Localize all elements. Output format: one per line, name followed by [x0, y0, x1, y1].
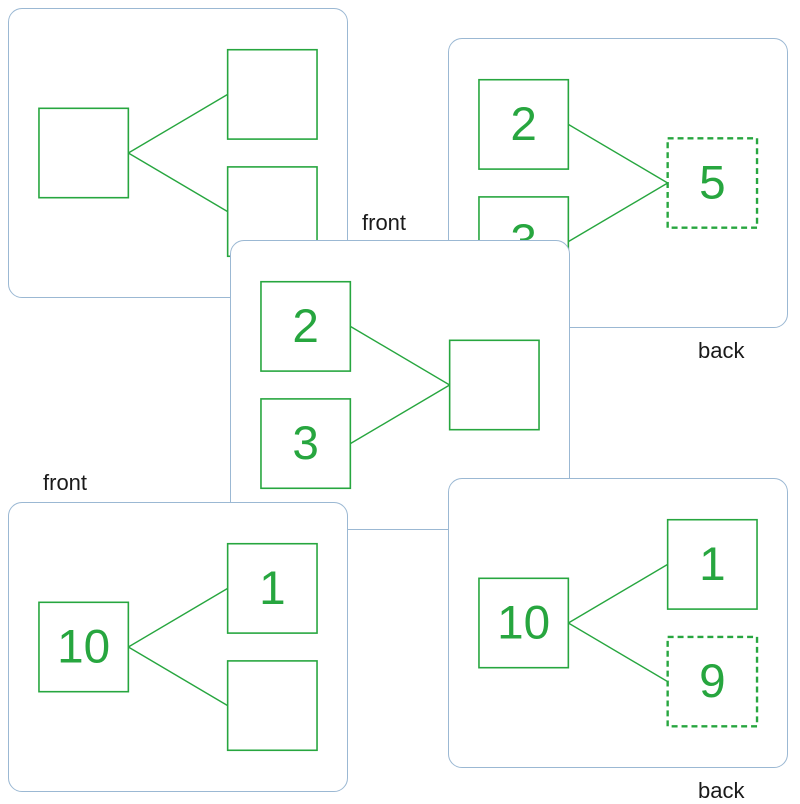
- stage: 523 23 101 1019 front back front back: [0, 0, 800, 800]
- label-front-2: front: [43, 470, 87, 496]
- svg-text:9: 9: [699, 655, 726, 708]
- label-front-1: front: [362, 210, 406, 236]
- svg-text:2: 2: [510, 98, 537, 151]
- svg-text:5: 5: [699, 157, 726, 210]
- svg-text:10: 10: [497, 597, 550, 650]
- label-back-2: back: [698, 778, 744, 804]
- svg-text:3: 3: [292, 417, 319, 470]
- card-10-1-9-back: 10 1 9: [448, 478, 788, 768]
- svg-text:1: 1: [699, 538, 726, 591]
- svg-text:1: 1: [259, 562, 286, 615]
- card-10-1-front: 10 1: [8, 502, 348, 792]
- svg-text:10: 10: [57, 621, 110, 674]
- label-back-1: back: [698, 338, 744, 364]
- svg-text:2: 2: [292, 300, 319, 353]
